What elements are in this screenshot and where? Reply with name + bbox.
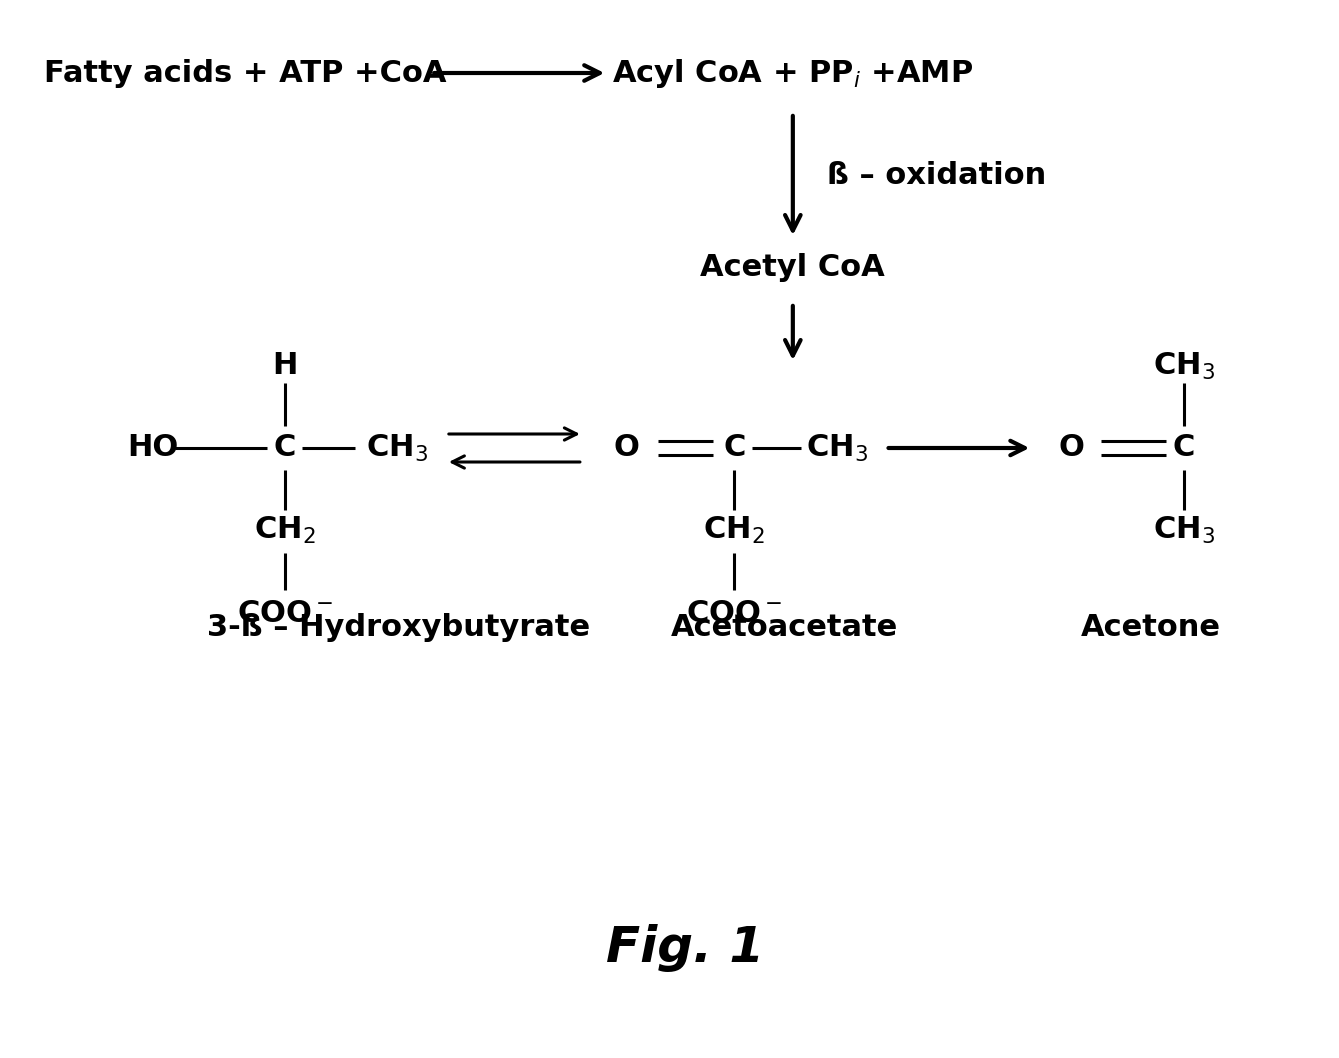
Text: O: O bbox=[1058, 434, 1085, 462]
Text: ß – oxidation: ß – oxidation bbox=[828, 161, 1046, 189]
Text: C: C bbox=[723, 434, 746, 462]
Text: CH$_3$: CH$_3$ bbox=[366, 433, 428, 463]
Text: CH$_2$: CH$_2$ bbox=[703, 514, 765, 546]
Text: Fatty acids + ATP +CoA: Fatty acids + ATP +CoA bbox=[44, 58, 447, 88]
Text: CH$_3$: CH$_3$ bbox=[1153, 350, 1214, 382]
Text: C: C bbox=[273, 434, 296, 462]
Text: Acetyl CoA: Acetyl CoA bbox=[700, 254, 885, 282]
Text: CH$_2$: CH$_2$ bbox=[254, 514, 316, 546]
Text: C: C bbox=[1173, 434, 1194, 462]
Text: CH$_3$: CH$_3$ bbox=[806, 433, 868, 463]
Text: HO: HO bbox=[127, 434, 178, 462]
Text: Acyl CoA + PP$_i$ +AMP: Acyl CoA + PP$_i$ +AMP bbox=[612, 56, 973, 90]
Text: Acetone: Acetone bbox=[1081, 614, 1221, 642]
Text: COO$^-$: COO$^-$ bbox=[237, 599, 333, 627]
Text: H: H bbox=[272, 351, 297, 381]
Text: 3-ß – Hydroxybutyrate: 3-ß – Hydroxybutyrate bbox=[206, 614, 589, 642]
Text: Fig. 1: Fig. 1 bbox=[607, 924, 765, 972]
Text: Acetoacetate: Acetoacetate bbox=[671, 614, 898, 642]
Text: O: O bbox=[613, 434, 640, 462]
Text: CH$_3$: CH$_3$ bbox=[1153, 514, 1214, 546]
Text: COO$^-$: COO$^-$ bbox=[686, 599, 782, 627]
